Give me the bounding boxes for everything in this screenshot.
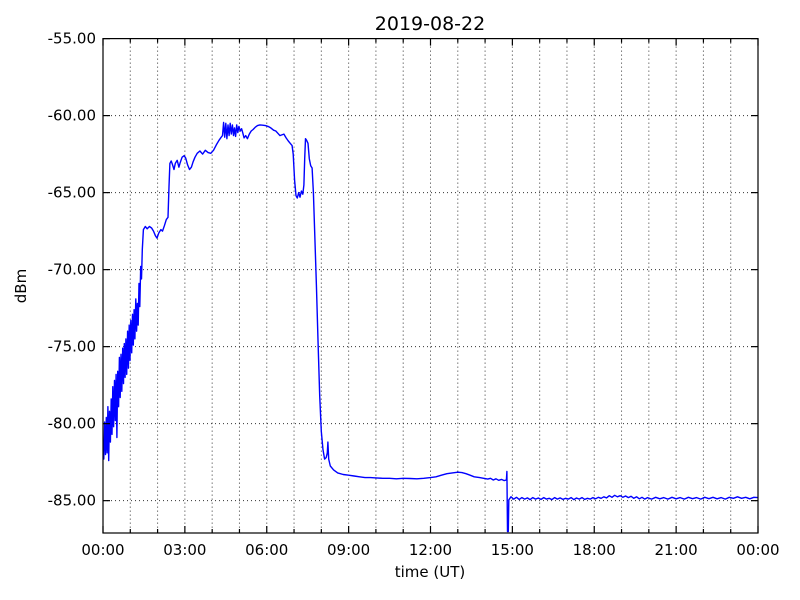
series-layer: [103, 121, 758, 533]
x-tick-label: 03:00: [163, 541, 206, 559]
x-tick-label: 12:00: [409, 541, 452, 559]
y-tick-label: -60.00: [48, 107, 96, 125]
y-axis-label: dBm: [12, 269, 30, 303]
series-line: [103, 121, 758, 533]
x-tick-label: 21:00: [655, 541, 698, 559]
y-tick-label: -65.00: [48, 184, 96, 202]
y-tick-label: -80.00: [48, 415, 96, 433]
x-tick-label: 18:00: [573, 541, 616, 559]
x-tick-label: 00:00: [81, 541, 124, 559]
x-axis-label: time (UT): [395, 563, 466, 581]
y-tick-label: -85.00: [48, 492, 96, 510]
x-tick-label: 00:00: [736, 541, 779, 559]
y-tick-label: -70.00: [48, 261, 96, 279]
x-tick-label: 15:00: [491, 541, 534, 559]
x-tick-label: 09:00: [327, 541, 370, 559]
axis-tick-labels: 00:00 03:00 06:00 09:00 12:00 15:00 18:00 21:00…: [48, 30, 780, 559]
x-tick-label: 06:00: [245, 541, 288, 559]
axis-ticks: [102, 37, 759, 533]
y-tick-label: -75.00: [48, 338, 96, 356]
grid: [103, 38, 758, 533]
y-tick-label: -55.00: [48, 30, 96, 48]
chart-title: 2019-08-22: [375, 13, 485, 35]
